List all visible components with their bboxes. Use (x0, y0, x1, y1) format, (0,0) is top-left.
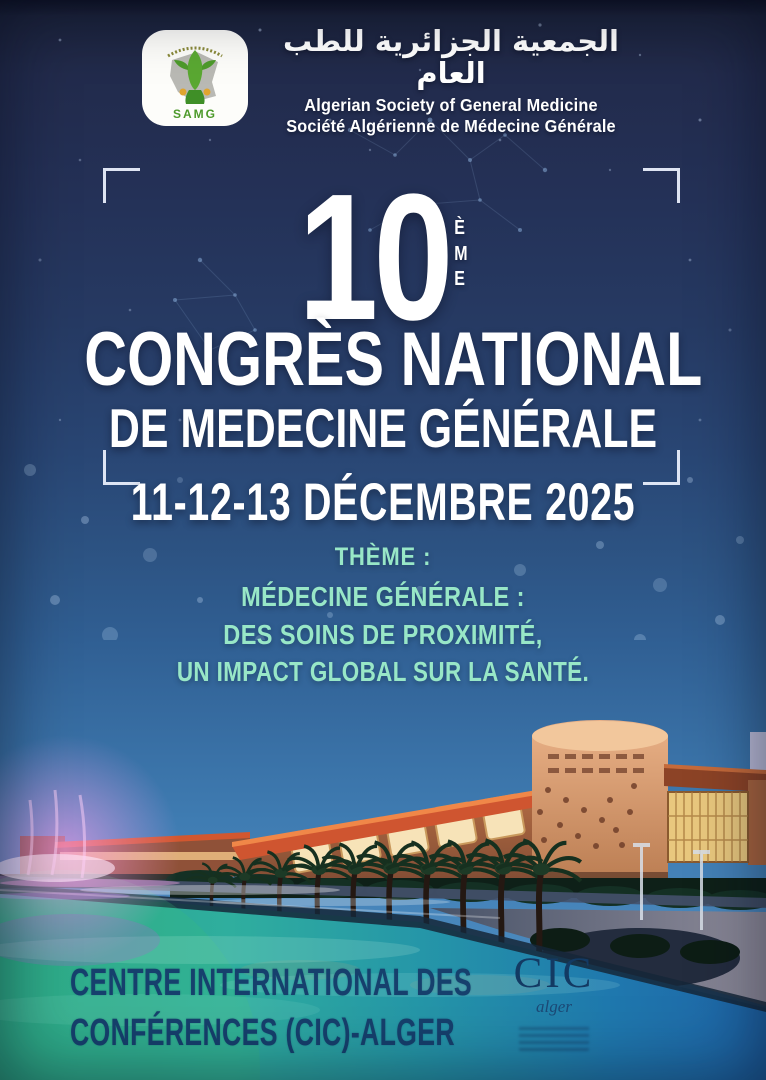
venue-name: CENTRE INTERNATIONAL DES CONFÉRENCES (CI… (70, 958, 644, 1058)
edition-number: 10 (298, 157, 454, 358)
frame-bracket-top-left (103, 168, 140, 203)
frame-bracket-bottom-right (643, 450, 680, 485)
society-name-english: Algerian Society of General Medicine (304, 94, 598, 115)
society-header: الجمعية الجزائرية للطب العام Algerian So… (252, 24, 650, 137)
cic-logo-text: CIC (513, 950, 595, 997)
theme-line2: DES SOINS DE PROXIMITÉ, (223, 619, 543, 650)
cic-logo-subtext: alger (536, 997, 572, 1016)
edition-ordinal: ÈME (454, 217, 469, 291)
frame-bracket-bottom-left (103, 450, 140, 485)
society-name-french: Société Algérienne de Médecine Générale (286, 116, 616, 137)
top-vignette (0, 0, 766, 16)
samg-logo-icon: SAMG (142, 30, 248, 126)
theme-line1: MÉDECINE GÉNÉRALE : (241, 581, 525, 612)
cic-logo-stamp (519, 1025, 589, 1051)
theme-label: THÈME : (334, 543, 432, 571)
venue-name-line1: CENTRE INTERNATIONAL DES (70, 962, 472, 1004)
svg-text:SAMG: SAMG (173, 107, 217, 121)
cic-logo: CIC alger (498, 952, 610, 1051)
venue-name-line2: CONFÉRENCES (CIC)-ALGER (70, 1012, 455, 1055)
society-name-arabic: الجمعية الجزائرية للطب العام (283, 24, 619, 90)
congress-title-line1: CONGRÈS NATIONAL (84, 317, 703, 402)
edition-block: 10 ÈME (0, 157, 766, 358)
theme-line3: UN IMPACT GLOBAL SUR LA SANTÉ. (176, 656, 590, 687)
congress-dates: 11-12-13 DÉCEMBRE 2025 (130, 473, 636, 532)
frame-bracket-top-right (643, 168, 680, 203)
congress-title-line2: DE MEDECINE GÉNÉRALE (108, 397, 658, 459)
